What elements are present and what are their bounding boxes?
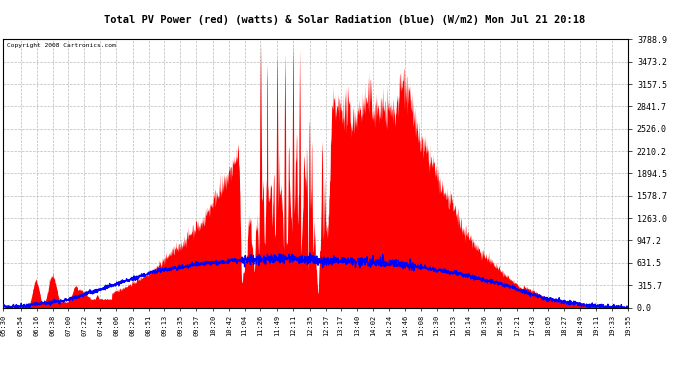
Text: Copyright 2008 Cartronics.com: Copyright 2008 Cartronics.com (7, 44, 115, 48)
Text: Total PV Power (red) (watts) & Solar Radiation (blue) (W/m2) Mon Jul 21 20:18: Total PV Power (red) (watts) & Solar Rad… (104, 15, 586, 25)
